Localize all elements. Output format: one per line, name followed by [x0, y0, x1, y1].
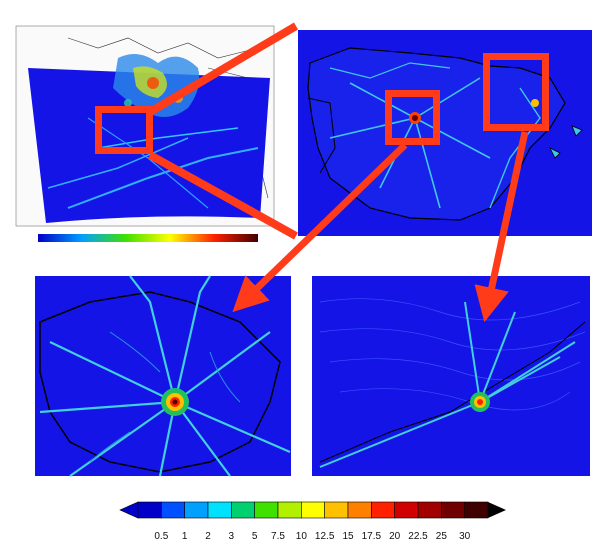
europe-map [8, 8, 278, 248]
colorbar-tick-label: 25 [435, 531, 447, 542]
colorbar-segment [441, 501, 465, 519]
colorbar-tick-label: 22.5 [408, 531, 428, 542]
barcelona-map [300, 262, 596, 490]
colorbar-tick-label: 20 [389, 531, 401, 542]
colorbar-bar [119, 501, 506, 519]
colorbar-tick-label: 15 [342, 531, 354, 542]
colorbar-tick-label: 3 [228, 531, 235, 542]
colorbar-segment [464, 501, 489, 519]
colorbar-left-arrow [119, 501, 139, 519]
colorbar-segment [231, 501, 255, 519]
colorbar-tick-label: 10 [295, 531, 307, 542]
barcelona-zoom-panel [300, 262, 596, 490]
colorbar-tick-label: 17.5 [361, 531, 382, 542]
arrow-to-barcelona [474, 131, 529, 323]
colorbar-segment [137, 501, 162, 519]
colorbar-right-arrow [488, 502, 506, 518]
madrid-highlight-box [385, 90, 440, 145]
colorbar-segment [394, 501, 419, 519]
colorbar-segment [417, 501, 442, 519]
arrow-europe-to-iberia-bottom [148, 151, 298, 240]
colorbar-tick-label: 12.5 [314, 531, 335, 542]
colorbar-segment [371, 501, 395, 519]
iberia-panel [290, 8, 596, 248]
colorbar-segment [324, 501, 349, 519]
colorbar-segment [277, 501, 302, 519]
colorbar-segment [161, 501, 185, 519]
arrow-europe-to-iberia-top [147, 22, 299, 116]
colorbar-tick-label: 7.5 [271, 531, 285, 542]
colorbar-segment [301, 501, 325, 519]
colorbar-segment [254, 501, 279, 519]
colorbar-tick-label: 30 [459, 531, 471, 542]
colorbar-segment [207, 501, 232, 519]
iberia-highlight-box [95, 106, 153, 154]
europe-domain-panel [8, 8, 278, 248]
colorbar-tick-label: 0.5 [154, 531, 169, 542]
barcelona-highlight-box [483, 53, 549, 131]
colorbar-tick-label: 5 [251, 531, 258, 542]
colorbar-segment [347, 501, 372, 519]
colorbar-tick-label: 2 [205, 531, 211, 542]
colorbar [118, 498, 518, 524]
colorbar-segment [184, 501, 209, 519]
colorbar-tick-label: 1 [181, 531, 188, 542]
arrow-to-madrid [232, 142, 408, 313]
